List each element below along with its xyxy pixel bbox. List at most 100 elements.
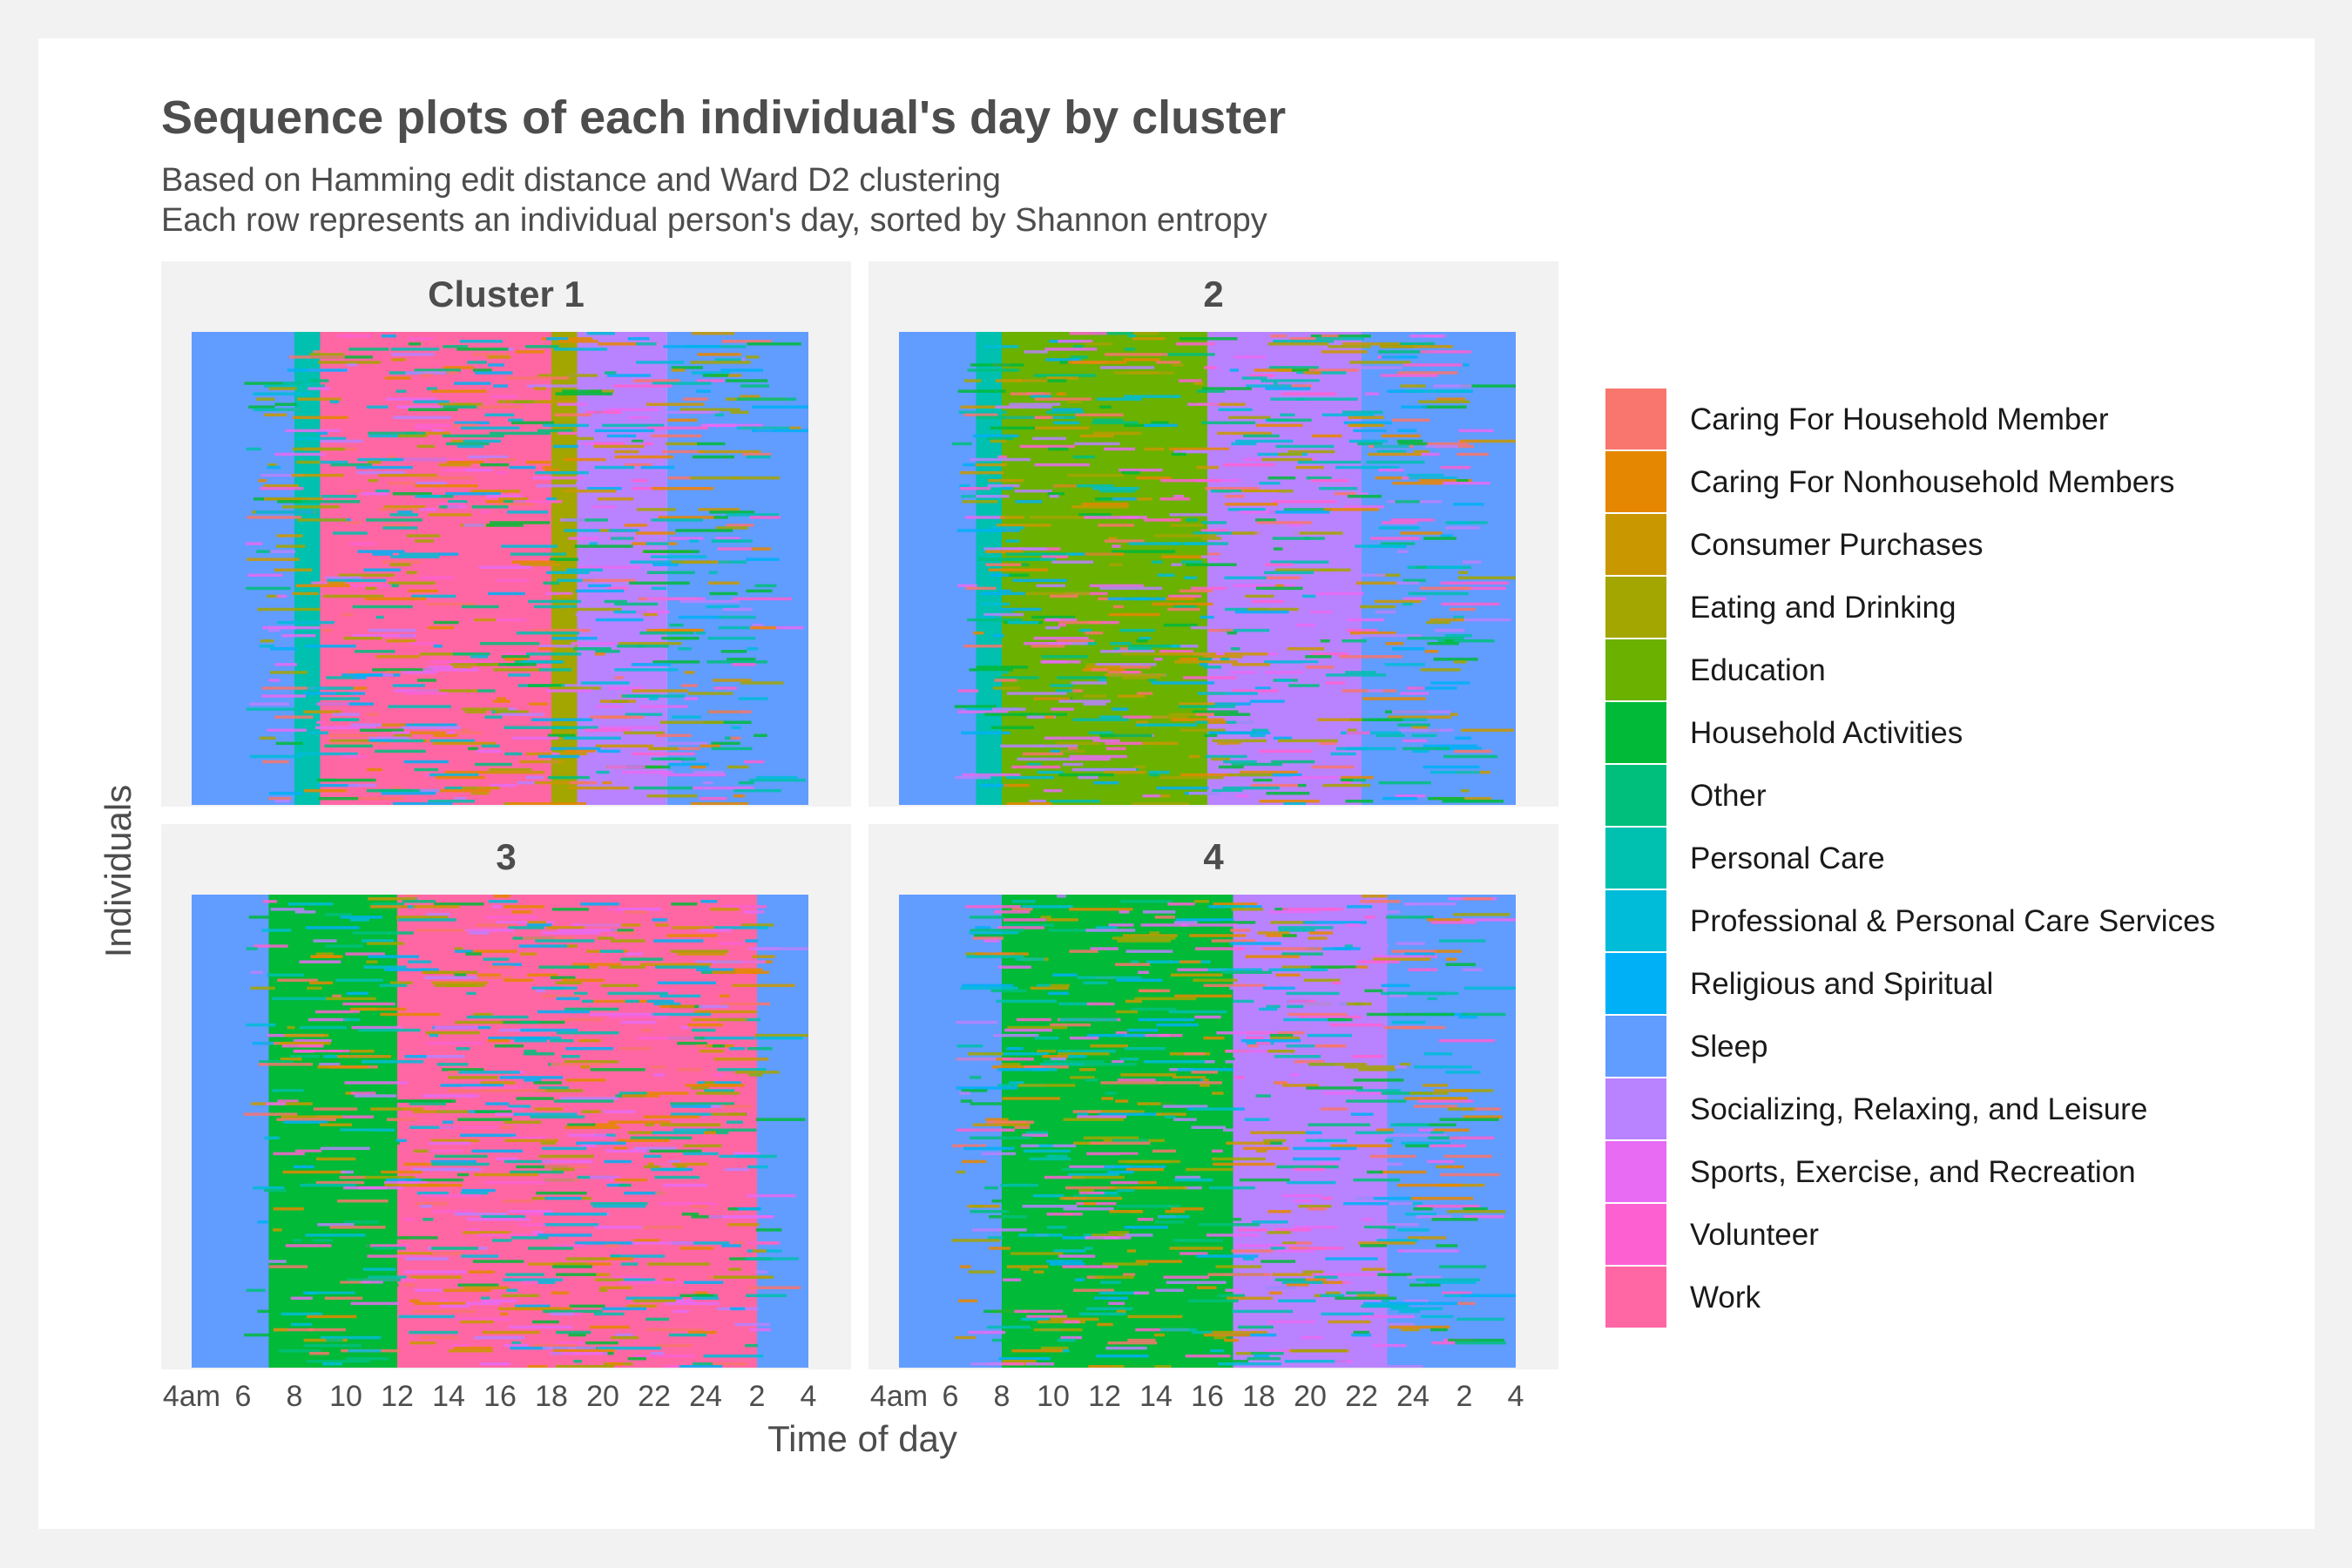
sequence-row-segment (1095, 663, 1157, 666)
sequence-row-segment (493, 384, 508, 388)
sequence-row-segment (538, 647, 556, 651)
sequence-row-segment (1218, 1362, 1282, 1366)
sequence-row-segment (1317, 718, 1362, 721)
sequence-row-segment (427, 625, 455, 630)
sequence-row-segment (1000, 607, 1042, 612)
sequence-row-segment (1180, 560, 1203, 564)
sequence-row-segment (1085, 1236, 1132, 1240)
sequence-row-segment (709, 510, 755, 514)
sequence-row-segment (1044, 715, 1055, 719)
sequence-row-segment (463, 1231, 510, 1234)
sequence-row-segment (1078, 1068, 1096, 1071)
sequence-row-segment (1029, 516, 1091, 519)
sequence-row-segment (646, 999, 674, 1004)
sequence-row-segment (652, 486, 714, 490)
sequence-row-segment (1044, 618, 1078, 622)
sequence-row-segment (1203, 1333, 1251, 1337)
x-tick-label: 22 (1345, 1380, 1378, 1413)
legend-item: Education (1605, 639, 2302, 702)
sequence-row-segment (1248, 1286, 1314, 1289)
sequence-row-segment (1274, 568, 1335, 572)
sequence-row-segment (262, 760, 289, 764)
sequence-row-segment (748, 778, 806, 782)
sequence-row-segment (618, 1092, 647, 1095)
sequence-row-segment (738, 960, 767, 963)
sequence-row-segment (504, 978, 534, 983)
sequence-row-segment (671, 1105, 712, 1108)
sequence-row-segment (961, 731, 1010, 735)
sequence-row-segment (290, 1304, 302, 1308)
sequence-row-segment (1423, 537, 1456, 540)
sequence-row-segment (405, 1178, 463, 1182)
sequence-row-segment (552, 726, 598, 730)
sequence-row-segment (475, 371, 513, 375)
sequence-row-segment (477, 689, 496, 693)
sequence-row-segment (1144, 447, 1165, 451)
sequence-row-segment (510, 1236, 549, 1240)
sequence-row-segment (384, 968, 439, 971)
sequence-row-segment (659, 1123, 721, 1126)
sequence-row-segment (996, 999, 1058, 1004)
sequence-row-segment (1124, 348, 1136, 351)
sequence-row-segment (1123, 358, 1160, 362)
sequence-row-segment (287, 902, 334, 906)
legend-label: Caring For Household Member (1690, 402, 2109, 436)
sequence-row-segment (632, 752, 695, 756)
sequence-row-segment (1230, 492, 1278, 496)
sequence-row-segment (504, 1343, 529, 1348)
sequence-row-segment (423, 431, 450, 436)
sequence-row-segment (1048, 991, 1070, 996)
chart-title: Sequence plots of each individual's day … (161, 91, 1287, 144)
sequence-row-segment (603, 1351, 614, 1355)
sequence-row-segment (738, 781, 754, 785)
sequence-row-segment (620, 1262, 639, 1266)
sequence-row-segment (672, 1128, 706, 1132)
sequence-row-segment (1029, 799, 1046, 803)
sequence-row-segment (1286, 1283, 1309, 1287)
legend-item: Caring For Nonhousehold Members (1605, 451, 2302, 514)
sequence-row-segment (711, 741, 740, 746)
sequence-row-segment (552, 908, 589, 911)
sequence-row-segment (1175, 1175, 1201, 1179)
sequence-row-segment (725, 379, 768, 382)
sequence-row-segment (618, 641, 682, 645)
sequence-row-segment (370, 905, 409, 909)
sequence-row-segment (403, 895, 419, 898)
sequence-row-segment (490, 783, 517, 787)
sequence-row-segment (667, 418, 698, 422)
sequence-row-segment (486, 457, 517, 462)
sequence-row-segment (667, 476, 693, 480)
sequence-row-segment (1224, 652, 1268, 656)
sequence-row-segment (546, 689, 593, 693)
sequence-row-segment (1103, 770, 1146, 774)
sequence-row-segment (1278, 926, 1334, 929)
sequence-row-segment (416, 444, 436, 449)
sequence-row-segment (1238, 1183, 1254, 1187)
sequence-row-segment (963, 495, 1010, 498)
sequence-row-segment (1375, 476, 1418, 480)
sequence-row-segment (1305, 1278, 1327, 1281)
sequence-row-segment (1306, 476, 1332, 480)
sequence-row-segment (1203, 655, 1243, 659)
sequence-row-segment (1360, 605, 1396, 609)
sequence-row-segment (531, 986, 578, 990)
sequence-row-segment (742, 452, 772, 456)
sequence-row-segment (1156, 1023, 1199, 1027)
sequence-row-segment (268, 796, 292, 801)
sequence-row-segment (1274, 1055, 1321, 1058)
sequence-row-segment (393, 733, 412, 738)
sequence-row-segment (325, 997, 376, 1001)
sequence-row-segment (983, 1309, 1024, 1314)
sequence-row-segment (280, 1312, 322, 1316)
sequence-row-segment (1026, 715, 1056, 719)
sequence-row-segment (283, 1120, 328, 1124)
sequence-row-segment (1098, 1112, 1162, 1116)
sequence-row-segment (555, 981, 583, 985)
sequence-row-segment (1069, 950, 1098, 953)
sequence-row-segment (455, 950, 473, 953)
sequence-row-segment (581, 1110, 595, 1113)
sequence-row-segment (963, 413, 998, 417)
sequence-row-segment (470, 791, 490, 795)
sequence-row-segment (345, 952, 385, 956)
sequence-row-segment (293, 1038, 332, 1043)
